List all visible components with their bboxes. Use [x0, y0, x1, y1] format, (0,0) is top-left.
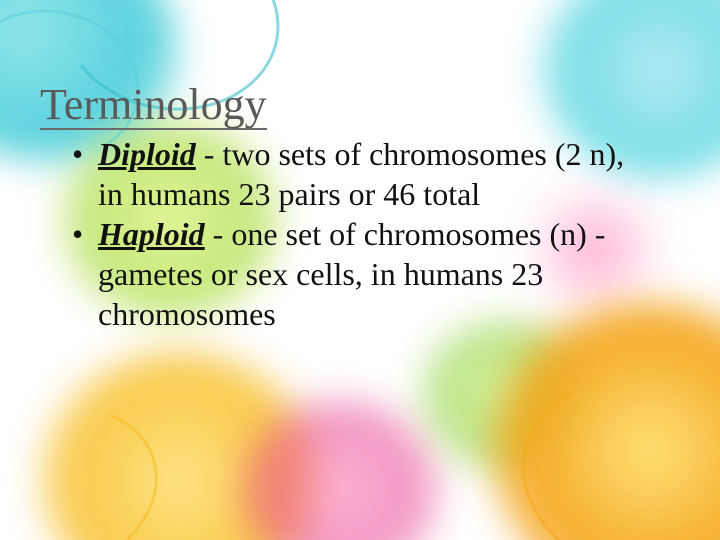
bullet-item: Haploid - one set of chromosomes (n) - g…: [98, 214, 650, 334]
slide-title: Terminology: [40, 82, 267, 130]
term: Diploid: [98, 136, 196, 172]
slide-content: Terminology Diploid - two sets of chromo…: [0, 0, 720, 374]
bullet-list: Diploid - two sets of chromosomes (2 n),…: [40, 134, 680, 334]
bullet-item: Diploid - two sets of chromosomes (2 n),…: [98, 134, 650, 214]
term: Haploid: [98, 216, 205, 252]
